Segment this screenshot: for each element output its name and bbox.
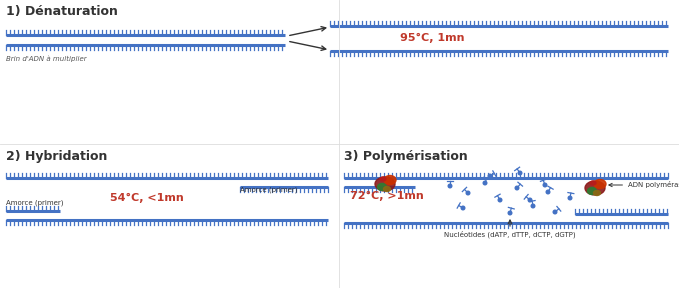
Text: Nucléotides (dATP, dTTP, dCTP, dGTP): Nucléotides (dATP, dTTP, dCTP, dGTP) bbox=[444, 231, 576, 238]
Circle shape bbox=[448, 184, 452, 188]
Text: 2) Hybridation: 2) Hybridation bbox=[6, 150, 107, 163]
Ellipse shape bbox=[593, 190, 600, 196]
Text: 3) Polymérisation: 3) Polymérisation bbox=[344, 150, 468, 163]
Circle shape bbox=[461, 206, 465, 210]
Ellipse shape bbox=[384, 175, 396, 185]
Text: Amorce (primer): Amorce (primer) bbox=[6, 199, 64, 206]
Circle shape bbox=[543, 183, 547, 187]
Ellipse shape bbox=[378, 183, 386, 190]
Circle shape bbox=[568, 196, 572, 200]
Text: ADN polymérase: ADN polymérase bbox=[609, 181, 679, 189]
Text: Amorce (primer): Amorce (primer) bbox=[240, 187, 297, 193]
Ellipse shape bbox=[587, 187, 596, 194]
Circle shape bbox=[508, 211, 512, 215]
Circle shape bbox=[528, 198, 532, 202]
Ellipse shape bbox=[384, 187, 390, 192]
Text: 72°C, >1mn: 72°C, >1mn bbox=[350, 191, 424, 201]
Circle shape bbox=[498, 198, 502, 202]
Text: 95°C, 1mn: 95°C, 1mn bbox=[400, 33, 464, 43]
Circle shape bbox=[488, 174, 492, 178]
Circle shape bbox=[483, 181, 487, 185]
Ellipse shape bbox=[375, 177, 395, 191]
Ellipse shape bbox=[594, 179, 606, 189]
Circle shape bbox=[546, 190, 550, 194]
Text: Brin d'ADN à multiplier: Brin d'ADN à multiplier bbox=[6, 56, 87, 62]
Ellipse shape bbox=[590, 181, 596, 185]
Ellipse shape bbox=[380, 177, 386, 181]
Circle shape bbox=[518, 171, 521, 175]
Circle shape bbox=[515, 186, 519, 190]
Ellipse shape bbox=[585, 181, 605, 195]
Circle shape bbox=[553, 210, 557, 214]
Circle shape bbox=[466, 191, 470, 195]
Text: 54°C, <1mn: 54°C, <1mn bbox=[110, 193, 184, 203]
Text: 1) Dénaturation: 1) Dénaturation bbox=[6, 5, 118, 18]
Circle shape bbox=[531, 204, 535, 208]
